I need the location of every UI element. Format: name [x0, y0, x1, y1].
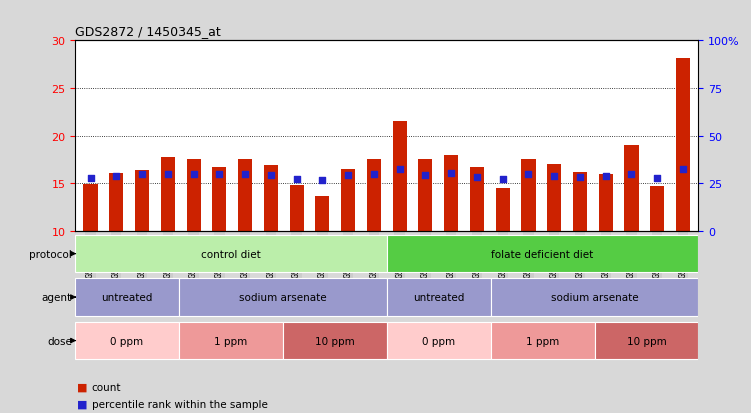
Point — [600, 173, 612, 180]
Text: sodium arsenate: sodium arsenate — [239, 292, 327, 302]
Text: 0 ppm: 0 ppm — [110, 336, 143, 346]
Bar — [573, 172, 587, 231]
Bar — [179, 279, 387, 316]
Point — [677, 166, 689, 173]
Point — [445, 170, 457, 177]
Bar — [418, 160, 433, 231]
Point — [471, 174, 483, 180]
Text: untreated: untreated — [413, 292, 464, 302]
Bar — [290, 186, 303, 231]
Text: ■: ■ — [77, 399, 87, 408]
Bar — [521, 160, 535, 231]
Bar — [366, 160, 381, 231]
Point — [574, 174, 586, 180]
Text: count: count — [92, 382, 121, 392]
Bar — [676, 58, 690, 231]
Point — [136, 171, 148, 178]
Point — [85, 176, 97, 182]
Point — [188, 171, 200, 178]
Point — [291, 177, 303, 183]
Bar — [470, 168, 484, 231]
Point — [316, 178, 328, 184]
Text: 10 ppm: 10 ppm — [626, 336, 666, 346]
Bar — [650, 187, 665, 231]
Bar — [75, 322, 179, 359]
Point — [496, 177, 508, 183]
Bar — [393, 122, 407, 231]
Bar — [179, 322, 283, 359]
Bar — [213, 168, 226, 231]
Text: sodium arsenate: sodium arsenate — [550, 292, 638, 302]
Bar — [238, 160, 252, 231]
Bar — [341, 169, 355, 231]
Point — [523, 171, 535, 178]
Bar — [595, 322, 698, 359]
Text: dose: dose — [47, 336, 72, 346]
Text: protocol: protocol — [29, 249, 72, 259]
Point — [651, 176, 663, 182]
Bar — [387, 235, 698, 273]
Point — [161, 171, 173, 178]
Bar — [547, 165, 561, 231]
Bar — [109, 173, 123, 231]
Point — [110, 173, 122, 180]
Bar — [490, 279, 698, 316]
Point — [239, 171, 251, 178]
Point — [419, 172, 431, 178]
Text: 10 ppm: 10 ppm — [315, 336, 354, 346]
Bar — [387, 322, 490, 359]
Point — [394, 166, 406, 173]
Text: folate deficient diet: folate deficient diet — [491, 249, 594, 259]
Bar — [496, 188, 510, 231]
Text: 1 ppm: 1 ppm — [214, 336, 248, 346]
Bar — [599, 174, 613, 231]
Bar — [315, 196, 330, 231]
Bar — [387, 279, 490, 316]
Bar — [75, 279, 179, 316]
Bar — [490, 322, 595, 359]
Text: 0 ppm: 0 ppm — [422, 336, 455, 346]
Bar — [444, 155, 458, 231]
Text: percentile rank within the sample: percentile rank within the sample — [92, 399, 267, 408]
Text: untreated: untreated — [101, 292, 152, 302]
Bar — [161, 157, 175, 231]
Text: ■: ■ — [77, 382, 87, 392]
Bar — [75, 235, 387, 273]
Text: 1 ppm: 1 ppm — [526, 336, 559, 346]
Bar — [186, 160, 201, 231]
Bar — [283, 322, 387, 359]
Bar — [624, 146, 638, 231]
Point — [213, 171, 225, 178]
Point — [265, 172, 277, 178]
Bar — [135, 171, 149, 231]
Point — [626, 171, 638, 178]
Bar — [83, 185, 98, 231]
Text: GDS2872 / 1450345_at: GDS2872 / 1450345_at — [75, 25, 221, 38]
Point — [548, 173, 560, 180]
Text: agent: agent — [42, 292, 72, 302]
Bar — [264, 166, 278, 231]
Point — [368, 171, 380, 178]
Text: control diet: control diet — [201, 249, 261, 259]
Point — [342, 172, 354, 178]
